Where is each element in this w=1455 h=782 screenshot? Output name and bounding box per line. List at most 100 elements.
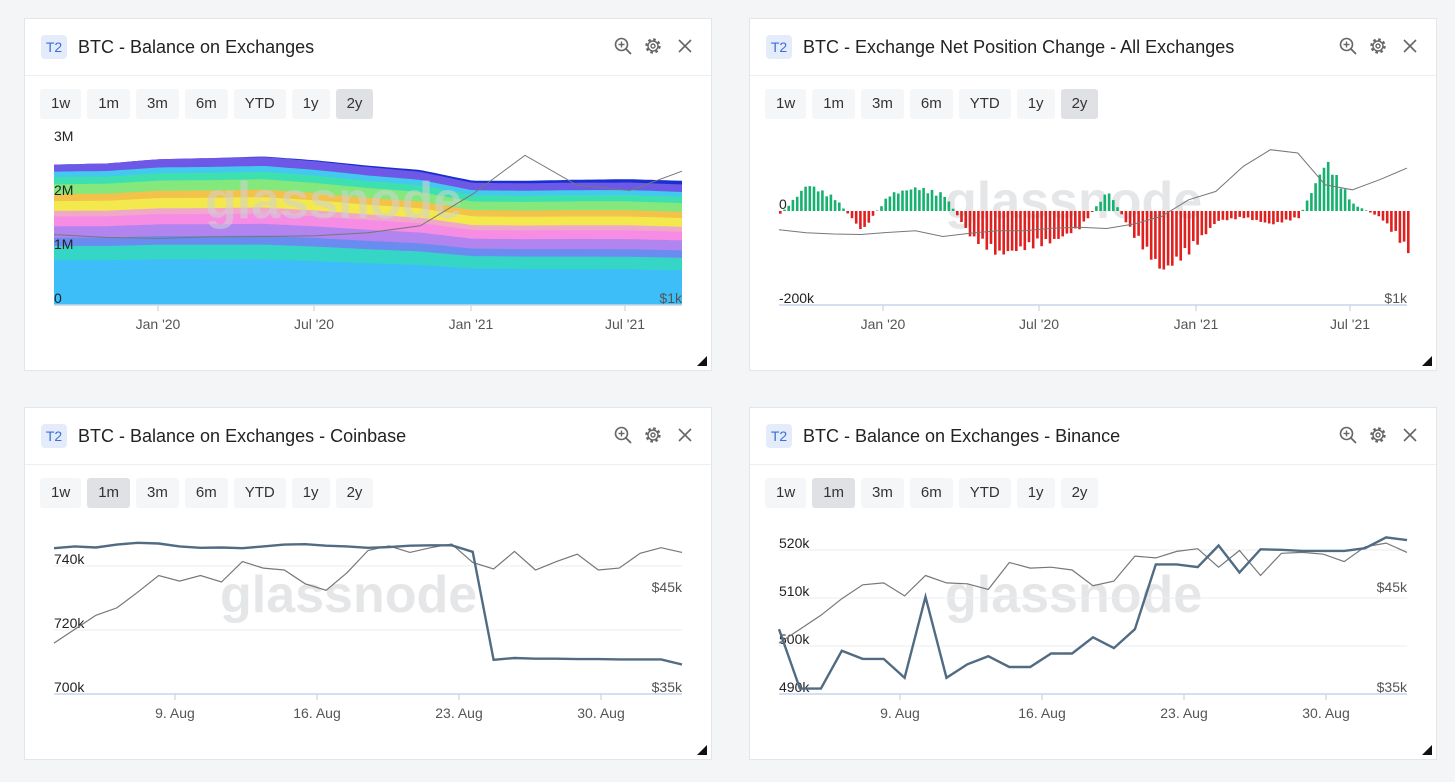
- series-line-price: [53, 543, 683, 644]
- bar-inflow: [926, 193, 930, 211]
- bar-outflow: [1124, 211, 1128, 223]
- bar-outflow: [1208, 211, 1212, 228]
- y-tick-label: 510k: [779, 583, 810, 599]
- x-tick-label: 30. Aug: [1302, 705, 1350, 721]
- bar-outflow: [1158, 211, 1161, 269]
- bar-outflow: [1027, 211, 1031, 243]
- tab-1m[interactable]: 1m: [87, 89, 131, 119]
- tab-1y[interactable]: 1y: [291, 478, 330, 508]
- bar-inflow: [816, 191, 820, 211]
- tab-1m[interactable]: 1m: [87, 478, 131, 508]
- tab-6m[interactable]: 6m: [909, 478, 953, 508]
- bar-outflow: [1166, 211, 1170, 266]
- tab-2y[interactable]: 2y: [335, 89, 374, 119]
- zoom-icon[interactable]: [613, 425, 633, 445]
- tab-6m[interactable]: 6m: [184, 478, 228, 508]
- bar-inflow: [930, 189, 934, 211]
- bar-outflow: [1175, 211, 1178, 257]
- zoom-icon[interactable]: [1338, 425, 1358, 445]
- tab-6m[interactable]: 6m: [909, 89, 953, 119]
- settings-icon[interactable]: [643, 425, 663, 445]
- close-icon[interactable]: [675, 36, 695, 56]
- tab-3m[interactable]: 3m: [136, 89, 179, 119]
- bar-inflow: [787, 205, 790, 211]
- tab-ytd[interactable]: YTD: [958, 89, 1011, 119]
- bar-outflow: [956, 211, 959, 216]
- x-tick-label: Jan '20: [861, 316, 906, 332]
- resize-handle[interactable]: [1422, 356, 1432, 366]
- settings-icon[interactable]: [1368, 36, 1388, 56]
- bar-inflow: [1305, 200, 1309, 211]
- y-tick-label: 0: [54, 290, 62, 306]
- tab-1y[interactable]: 1y: [291, 89, 330, 119]
- bar-outflow: [1398, 211, 1402, 243]
- tab-ytd[interactable]: YTD: [233, 478, 286, 508]
- bar-outflow: [1086, 211, 1090, 219]
- close-icon[interactable]: [1400, 425, 1420, 445]
- panel-header: T2 BTC - Balance on Exchanges - Binance: [750, 408, 1436, 465]
- tab-3m[interactable]: 3m: [136, 478, 179, 508]
- bar-inflow: [888, 196, 892, 211]
- bar-outflow: [867, 211, 871, 223]
- close-icon[interactable]: [1400, 36, 1420, 56]
- tab-2y[interactable]: 2y: [1060, 478, 1099, 508]
- bar-outflow: [1297, 211, 1300, 219]
- tab-1w[interactable]: 1w: [765, 478, 807, 508]
- bar-outflow: [846, 211, 849, 214]
- bar-inflow: [1095, 206, 1098, 211]
- x-tick-label: Jan '21: [449, 316, 494, 332]
- resize-handle[interactable]: [1422, 745, 1432, 755]
- settings-icon[interactable]: [643, 36, 663, 56]
- bar-inflow: [1335, 175, 1338, 211]
- bar-inflow: [947, 201, 951, 211]
- bar-outflow: [1090, 211, 1094, 212]
- bar-outflow: [871, 211, 875, 216]
- x-tick-label: Jul '21: [605, 316, 645, 332]
- tab-1m[interactable]: 1m: [812, 478, 856, 508]
- panel-header: T2 BTC - Exchange Net Position Change - …: [750, 19, 1436, 76]
- tab-6m[interactable]: 6m: [184, 89, 228, 119]
- bar-inflow: [1116, 207, 1119, 211]
- bar-outflow: [1040, 211, 1043, 247]
- tab-1w[interactable]: 1w: [40, 478, 82, 508]
- y-tick-label: 2M: [54, 182, 73, 198]
- close-icon[interactable]: [675, 425, 695, 445]
- bar-outflow: [972, 211, 976, 237]
- settings-icon[interactable]: [1368, 425, 1388, 445]
- bar-inflow: [1348, 199, 1351, 211]
- tab-ytd[interactable]: YTD: [233, 89, 286, 119]
- bar-inflow: [1326, 161, 1330, 211]
- tab-1y[interactable]: 1y: [1016, 89, 1055, 119]
- panel-header: T2 BTC - Balance on Exchanges - Coinbase: [25, 408, 711, 465]
- bar-outflow: [1293, 211, 1296, 218]
- tab-1w[interactable]: 1w: [40, 89, 82, 119]
- bar-inflow: [1099, 201, 1102, 211]
- resize-handle[interactable]: [697, 356, 707, 366]
- bar-inflow: [1322, 167, 1326, 211]
- tab-3m[interactable]: 3m: [861, 478, 904, 508]
- resize-handle[interactable]: [697, 745, 707, 755]
- zoom-icon[interactable]: [613, 36, 633, 56]
- tab-ytd[interactable]: YTD: [958, 478, 1011, 508]
- bar-outflow: [1082, 211, 1086, 222]
- bar-outflow: [1385, 211, 1389, 224]
- bar-inflow: [1107, 193, 1111, 211]
- bar-outflow: [977, 211, 980, 244]
- zoom-icon[interactable]: [1338, 36, 1358, 56]
- tab-3m[interactable]: 3m: [861, 89, 904, 119]
- bar-outflow: [1078, 211, 1081, 230]
- bar-inflow: [1364, 210, 1368, 211]
- tab-1w[interactable]: 1w: [765, 89, 807, 119]
- bar-outflow: [1192, 211, 1195, 242]
- tab-2y[interactable]: 2y: [335, 478, 374, 508]
- chart-balance-on-exchanges: glassnode 0 1M 2M 3M $1k Jan '20 Jul '20 Jan '21…: [53, 128, 683, 332]
- tab-1m[interactable]: 1m: [812, 89, 856, 119]
- x-tick-label: Jul '21: [1330, 316, 1370, 332]
- bar-outflow: [1289, 211, 1292, 221]
- panel-balance-on-exchanges: T2 BTC - Balance on Exchanges 1w 1m 3m 6…: [24, 18, 712, 371]
- tab-2y[interactable]: 2y: [1060, 89, 1099, 119]
- y-tick-label: 500k: [779, 631, 810, 647]
- bar-inflow: [880, 206, 883, 211]
- tab-1y[interactable]: 1y: [1016, 478, 1055, 508]
- y-tick-label: 1M: [54, 236, 73, 252]
